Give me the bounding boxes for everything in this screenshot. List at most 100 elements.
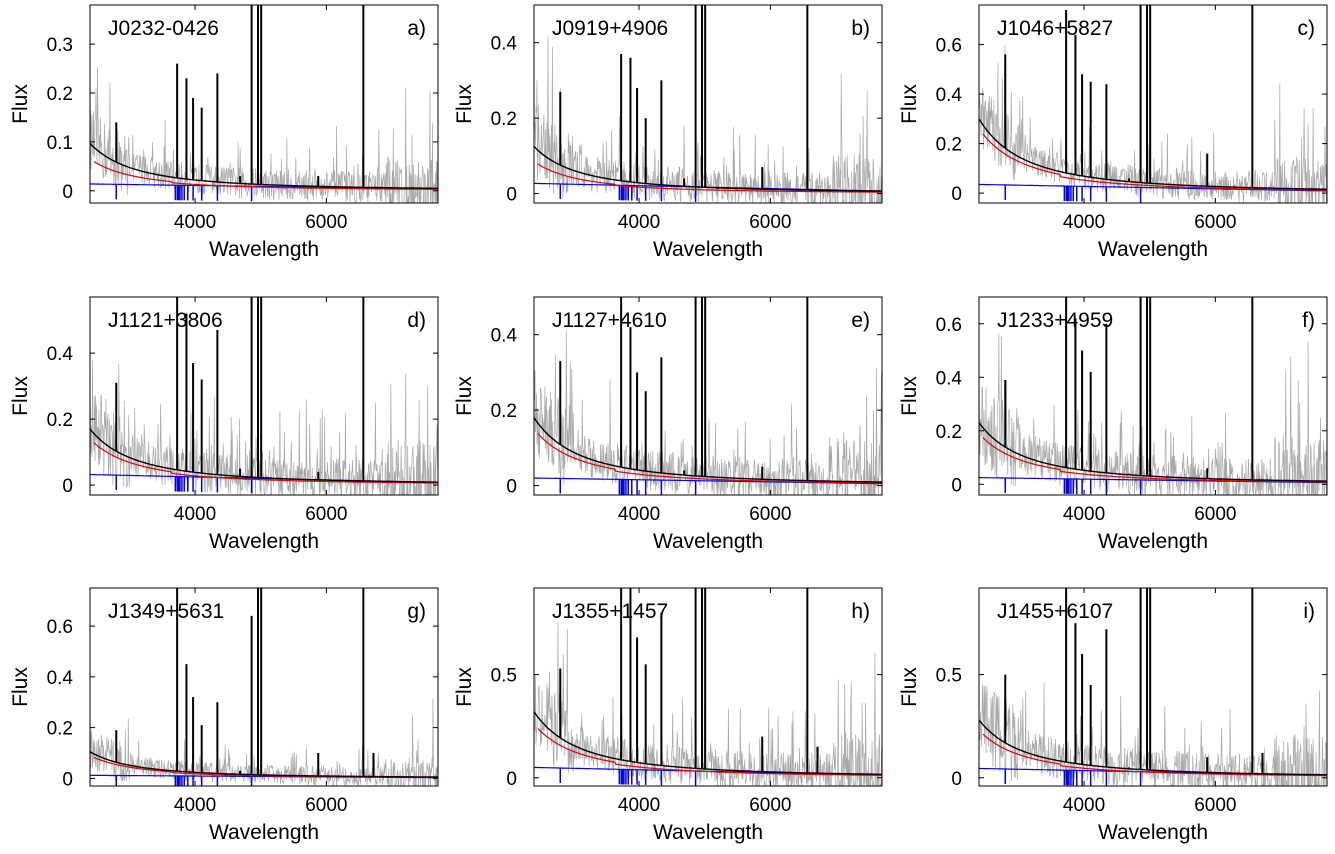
- panel-label: h): [851, 600, 870, 623]
- spectrum-panel-7: 4000 6000 0 0.2 0.4 0.6 Wavelength Flux J1349+56…: [9, 587, 439, 844]
- y-tick-label: 0: [951, 475, 962, 496]
- y-tick-label: 0.2: [491, 109, 517, 130]
- axes-frame: [533, 587, 883, 787]
- x-axis-label: Wavelength: [209, 821, 319, 844]
- axes-frame: [533, 296, 883, 496]
- axes-frame: [89, 296, 439, 496]
- y-tick-label: 0.6: [47, 617, 73, 638]
- x-tick-label: 4000: [618, 504, 660, 525]
- axes-frame: [978, 296, 1328, 496]
- y-tick-label: 0.4: [491, 326, 518, 347]
- panel-label: c): [1298, 17, 1316, 40]
- axes-frame: [978, 4, 1328, 204]
- object-name: J1233+4959: [997, 309, 1113, 332]
- y-tick-label: 0.2: [936, 135, 962, 156]
- y-tick-label: 0.4: [491, 34, 518, 55]
- nebular-component-line: [982, 437, 1327, 483]
- plot-area: [534, 5, 882, 203]
- plot-area: [534, 588, 882, 786]
- spectrum-panel-9: 4000 6000 0 0.5 Wavelength Flux J1455+6107 i): [898, 587, 1328, 844]
- total-model-line: [534, 711, 882, 775]
- y-axis-label: Flux: [9, 667, 32, 707]
- x-axis-label: Wavelength: [653, 821, 763, 844]
- observed-spectrum-line: [979, 682, 1327, 786]
- x-tick-label: 6000: [305, 212, 347, 233]
- axes-frame: [533, 4, 883, 204]
- plot-area: [90, 588, 438, 786]
- x-tick-label: 6000: [749, 504, 791, 525]
- y-tick-label: 0.2: [491, 401, 517, 422]
- y-axis-label: Flux: [453, 376, 476, 416]
- y-axis-label: Flux: [898, 376, 921, 416]
- observed-spectrum-line: [90, 698, 438, 786]
- x-tick-label: 4000: [174, 212, 216, 233]
- spectrum-panel-6: 4000 6000 0 0.2 0.4 0.6 Wavelength Flux J1233+49…: [898, 296, 1328, 553]
- total-model-line: [979, 118, 1327, 190]
- y-tick-label: 0: [951, 184, 962, 205]
- y-axis-label: Flux: [453, 84, 476, 124]
- y-tick-label: 0.4: [936, 368, 963, 389]
- axes-frame: [89, 4, 439, 204]
- x-tick-label: 6000: [749, 212, 791, 233]
- y-tick-label: 0.6: [936, 315, 962, 336]
- plot-area: [90, 5, 438, 203]
- object-name: J1355+1457: [552, 600, 668, 623]
- x-tick-label: 4000: [618, 212, 660, 233]
- spectrum-panel-8: 4000 6000 0 0.5 Wavelength Flux J1355+1457 h): [453, 587, 883, 844]
- total-model-line: [90, 751, 438, 778]
- x-tick-label: 6000: [749, 795, 791, 816]
- object-name: J0232-0426: [108, 17, 219, 40]
- x-tick-label: 6000: [305, 504, 347, 525]
- x-tick-label: 4000: [174, 795, 216, 816]
- panel-label: a): [407, 17, 426, 40]
- y-tick-label: 0.4: [47, 344, 74, 365]
- axes-frame: [89, 587, 439, 787]
- panel-label: e): [851, 309, 870, 332]
- y-axis-label: Flux: [898, 84, 921, 124]
- plot-area: [979, 297, 1327, 495]
- object-name: J0919+4906: [552, 17, 668, 40]
- x-tick-label: 4000: [1063, 504, 1105, 525]
- x-tick-label: 4000: [1063, 795, 1105, 816]
- plot-area: [534, 297, 882, 495]
- spectrum-panel-2: 4000 6000 0 0.2 0.4 Wavelength Flux J0919+4906 b…: [453, 4, 883, 261]
- observed-spectrum-line: [979, 333, 1327, 495]
- y-tick-label: 0: [62, 769, 73, 790]
- panel-label: b): [851, 17, 870, 40]
- panel-label: f): [1302, 309, 1315, 332]
- panel-label: g): [407, 600, 426, 623]
- y-axis-label: Flux: [9, 84, 32, 124]
- y-tick-label: 0.2: [936, 422, 962, 443]
- nebular-component-line: [537, 163, 882, 193]
- object-name: J1127+4610: [552, 309, 667, 332]
- x-tick-label: 6000: [305, 795, 347, 816]
- nebular-component-line: [982, 133, 1327, 191]
- total-model-line: [90, 142, 438, 189]
- y-tick-label: 0: [506, 769, 517, 790]
- object-name: J1121+3806: [108, 309, 223, 332]
- panel-label: d): [407, 309, 426, 332]
- y-axis-label: Flux: [9, 376, 32, 416]
- object-name: J1046+5827: [997, 17, 1113, 40]
- spectrum-panel-5: 4000 6000 0 0.2 0.4 Wavelength Flux J1127+4610 e…: [453, 296, 883, 553]
- panel-label: i): [1303, 600, 1315, 623]
- x-axis-label: Wavelength: [1098, 530, 1208, 553]
- x-axis-label: Wavelength: [1098, 821, 1208, 844]
- x-axis-label: Wavelength: [653, 530, 763, 553]
- x-tick-label: 4000: [174, 504, 216, 525]
- y-tick-label: 0.4: [47, 668, 74, 689]
- y-tick-label: 0.1: [47, 133, 73, 154]
- total-model-line: [534, 417, 882, 483]
- y-axis-label: Flux: [898, 667, 921, 707]
- total-model-line: [534, 145, 882, 192]
- y-tick-label: 0.4: [936, 85, 963, 106]
- nebular-component-line: [537, 728, 882, 776]
- spectrum-panel-4: 4000 6000 0 0.2 0.4 Wavelength Flux J1121+3806 d…: [9, 296, 439, 553]
- x-tick-label: 4000: [618, 795, 660, 816]
- observed-spectrum-line: [90, 66, 438, 203]
- x-tick-label: 6000: [1194, 212, 1236, 233]
- y-tick-label: 0: [62, 182, 73, 203]
- y-tick-label: 0.5: [936, 666, 962, 687]
- observed-spectrum-line: [534, 621, 882, 786]
